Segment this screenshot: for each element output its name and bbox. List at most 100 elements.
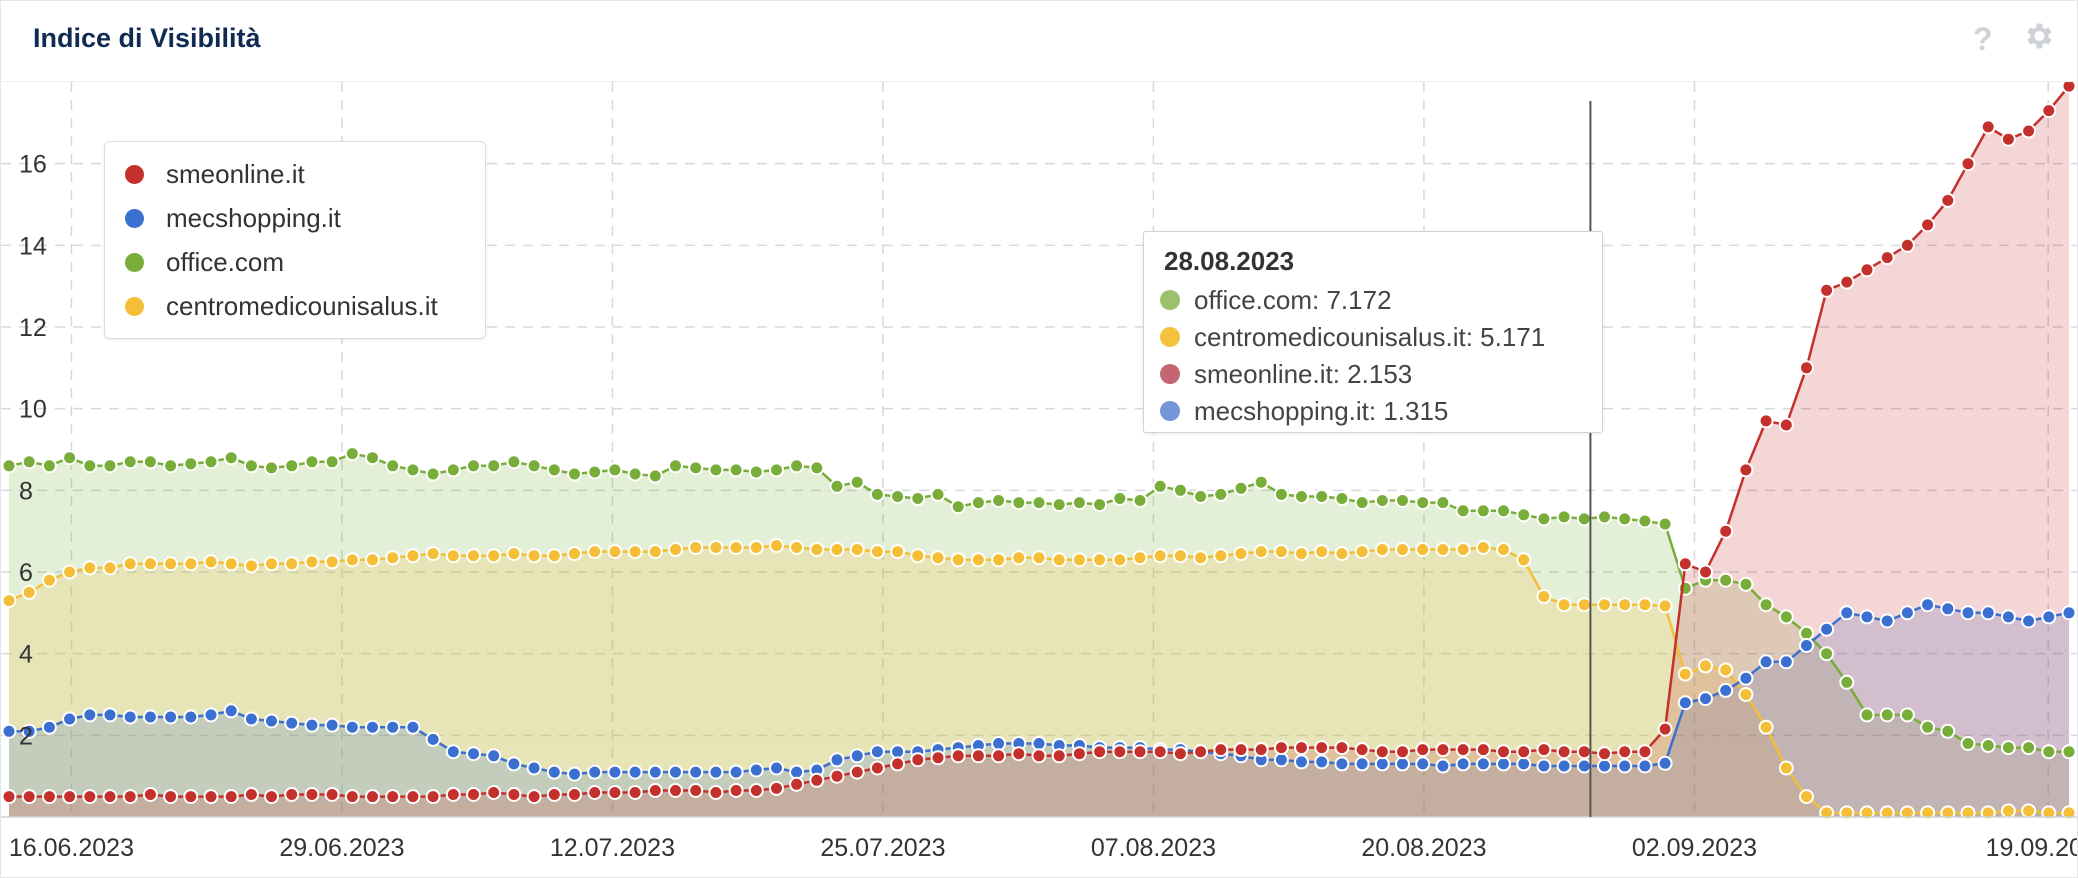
- data-point[interactable]: [1839, 605, 1855, 621]
- data-point[interactable]: [647, 783, 663, 798]
- data-point[interactable]: [102, 789, 118, 805]
- data-point[interactable]: [466, 458, 481, 474]
- data-point[interactable]: [1435, 495, 1451, 511]
- data-point[interactable]: [264, 789, 279, 805]
- data-point[interactable]: [405, 462, 421, 478]
- data-point[interactable]: [1819, 282, 1835, 298]
- data-point[interactable]: [1576, 758, 1592, 774]
- data-point[interactable]: [163, 709, 179, 725]
- data-point[interactable]: [546, 764, 562, 780]
- data-point[interactable]: [1879, 805, 1895, 821]
- data-point[interactable]: [1617, 597, 1633, 613]
- data-point[interactable]: [304, 717, 320, 733]
- data-point[interactable]: [1778, 609, 1794, 625]
- data-point[interactable]: [1334, 546, 1350, 562]
- data-point[interactable]: [425, 546, 441, 562]
- data-point[interactable]: [708, 764, 724, 780]
- data-point[interactable]: [425, 789, 441, 805]
- data-point[interactable]: [688, 783, 704, 798]
- data-point[interactable]: [708, 540, 724, 555]
- data-point[interactable]: [1940, 723, 1956, 739]
- data-point[interactable]: [1859, 262, 1875, 278]
- data-point[interactable]: [1657, 755, 1673, 771]
- data-point[interactable]: [1698, 564, 1713, 580]
- data-point[interactable]: [688, 764, 704, 780]
- data-point[interactable]: [1193, 550, 1209, 566]
- data-point[interactable]: [829, 478, 845, 494]
- data-point[interactable]: [910, 491, 926, 506]
- data-point[interactable]: [1455, 503, 1471, 519]
- data-point[interactable]: [1637, 513, 1653, 529]
- data-point[interactable]: [1294, 754, 1309, 770]
- data-point[interactable]: [183, 789, 199, 805]
- data-point[interactable]: [1758, 597, 1774, 613]
- data-point[interactable]: [365, 789, 380, 805]
- data-point[interactable]: [1213, 742, 1229, 758]
- legend-item[interactable]: office.com: [125, 242, 284, 282]
- data-point[interactable]: [970, 552, 986, 568]
- data-point[interactable]: [163, 556, 179, 572]
- data-point[interactable]: [82, 560, 98, 576]
- data-point[interactable]: [708, 785, 724, 800]
- data-point[interactable]: [1920, 805, 1936, 821]
- data-point[interactable]: [567, 466, 582, 482]
- data-point[interactable]: [1758, 413, 1774, 429]
- data-point[interactable]: [1940, 192, 1956, 208]
- data-point[interactable]: [1112, 744, 1128, 760]
- data-point[interactable]: [910, 752, 926, 768]
- data-point[interactable]: [1071, 552, 1087, 568]
- data-point[interactable]: [1, 458, 17, 474]
- data-point[interactable]: [1698, 691, 1713, 707]
- data-point[interactable]: [1899, 707, 1915, 723]
- data-point[interactable]: [203, 707, 219, 723]
- data-point[interactable]: [869, 744, 885, 760]
- data-point[interactable]: [425, 466, 441, 482]
- data-point[interactable]: [1334, 740, 1350, 756]
- data-point[interactable]: [789, 458, 805, 474]
- data-point[interactable]: [1657, 516, 1673, 532]
- data-point[interactable]: [748, 783, 764, 798]
- data-point[interactable]: [769, 462, 784, 478]
- data-point[interactable]: [344, 446, 360, 462]
- data-point[interactable]: [1496, 744, 1511, 760]
- data-point[interactable]: [950, 499, 966, 515]
- data-point[interactable]: [970, 748, 986, 764]
- data-point[interactable]: [21, 789, 37, 805]
- data-point[interactable]: [284, 715, 300, 731]
- data-point[interactable]: [1395, 744, 1410, 760]
- data-point[interactable]: [890, 744, 906, 760]
- data-point[interactable]: [41, 719, 57, 735]
- data-point[interactable]: [1698, 658, 1713, 674]
- data-point[interactable]: [1354, 495, 1370, 511]
- data-point[interactable]: [1980, 738, 1996, 753]
- data-point[interactable]: [1011, 495, 1027, 511]
- data-point[interactable]: [2041, 609, 2057, 625]
- data-point[interactable]: [769, 760, 784, 776]
- data-point[interactable]: [1617, 744, 1633, 760]
- data-point[interactable]: [365, 719, 380, 735]
- data-point[interactable]: [789, 764, 805, 780]
- data-point[interactable]: [1839, 674, 1855, 690]
- data-point[interactable]: [1132, 550, 1148, 566]
- data-point[interactable]: [1374, 744, 1390, 760]
- data-point[interactable]: [365, 552, 380, 568]
- data-point[interactable]: [1899, 805, 1915, 821]
- data-point[interactable]: [445, 744, 461, 760]
- gear-icon[interactable]: [2021, 19, 2055, 53]
- data-point[interactable]: [869, 544, 885, 560]
- data-point[interactable]: [1172, 548, 1188, 564]
- data-point[interactable]: [243, 458, 259, 474]
- data-point[interactable]: [1314, 544, 1330, 560]
- data-point[interactable]: [607, 462, 623, 478]
- data-point[interactable]: [142, 454, 158, 470]
- data-point[interactable]: [1516, 507, 1532, 523]
- data-point[interactable]: [203, 789, 219, 805]
- data-point[interactable]: [486, 748, 502, 764]
- data-point[interactable]: [82, 707, 98, 723]
- data-point[interactable]: [1334, 756, 1350, 772]
- data-point[interactable]: [1718, 523, 1734, 539]
- data-point[interactable]: [1374, 542, 1390, 557]
- data-point[interactable]: [991, 493, 1007, 508]
- data-point[interactable]: [2061, 82, 2077, 94]
- data-point[interactable]: [1637, 744, 1653, 760]
